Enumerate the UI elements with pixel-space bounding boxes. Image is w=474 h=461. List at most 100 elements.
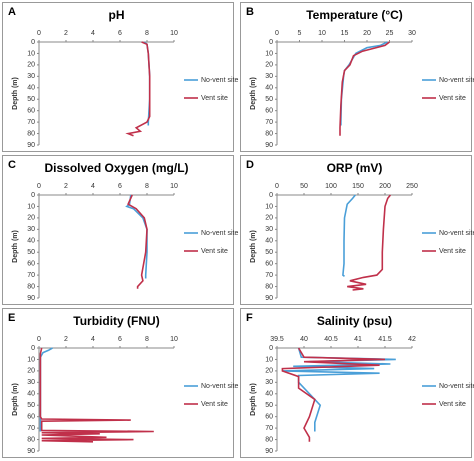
y-tick-label: 80 xyxy=(27,130,35,137)
y-tick-label: 0 xyxy=(269,192,273,199)
panel-frame xyxy=(2,2,234,152)
y-tick-label: 80 xyxy=(265,283,273,290)
y-tick-label: 80 xyxy=(265,436,273,443)
y-tick-label: 50 xyxy=(265,402,273,409)
x-tick-label: 25 xyxy=(386,30,394,37)
panel: E Turbidity (FNU) Depth (m) 0 2 4 6 8 10 0 10 20 30 4… xyxy=(2,308,238,458)
y-tick-label: 30 xyxy=(265,379,273,386)
x-tick-label: 6 xyxy=(118,30,122,37)
y-tick-label: 70 xyxy=(27,425,35,432)
x-tick-label: 41 xyxy=(354,336,362,343)
x-tick-label: 39.5 xyxy=(270,336,284,343)
y-axis-label: Depth (m) xyxy=(12,383,19,416)
x-tick-label: 0 xyxy=(37,183,41,190)
x-tick-label: 8 xyxy=(145,183,149,190)
y-tick-label: 80 xyxy=(265,130,273,137)
y-axis-label: Depth (m) xyxy=(250,383,257,416)
x-tick-label: 150 xyxy=(352,183,364,190)
x-tick-label: 42 xyxy=(408,336,416,343)
y-tick-label: 40 xyxy=(265,391,273,398)
panel: D ORP (mV) Depth (m) 0 50 100 150 200 250 0 10 20 30… xyxy=(240,155,474,305)
panel-frame xyxy=(2,155,234,305)
y-tick-label: 0 xyxy=(269,39,273,46)
data-line xyxy=(340,41,388,126)
y-tick-label: 20 xyxy=(265,368,273,375)
x-tick-label: 50 xyxy=(300,183,308,190)
x-tick-label: 2 xyxy=(64,336,68,343)
y-tick-label: 50 xyxy=(265,96,273,103)
y-tick-label: 30 xyxy=(265,226,273,233)
legend-label: Vent site xyxy=(439,248,466,255)
data-line xyxy=(127,194,148,289)
y-tick-label: 90 xyxy=(27,295,35,302)
x-tick-label: 20 xyxy=(363,30,371,37)
y-tick-label: 60 xyxy=(27,414,35,421)
panel-letter: A xyxy=(8,6,16,18)
legend-label: Vent site xyxy=(439,95,466,102)
y-tick-label: 50 xyxy=(265,249,273,256)
x-tick-label: 100 xyxy=(325,183,337,190)
y-tick-label: 0 xyxy=(31,192,35,199)
legend-label: Vent site xyxy=(201,401,228,408)
panel-letter: C xyxy=(8,159,16,171)
y-tick-label: 30 xyxy=(27,379,35,386)
chart-title: Temperature (°C) xyxy=(306,8,403,22)
y-tick-label: 50 xyxy=(27,249,35,256)
x-tick-label: 10 xyxy=(170,183,178,190)
y-tick-label: 90 xyxy=(265,295,273,302)
y-tick-label: 50 xyxy=(27,96,35,103)
chart-title: ORP (mV) xyxy=(327,161,383,175)
x-tick-label: 41.5 xyxy=(378,336,392,343)
x-tick-label: 200 xyxy=(379,183,391,190)
x-tick-label: 40 xyxy=(300,336,308,343)
y-tick-label: 80 xyxy=(27,283,35,290)
x-tick-label: 8 xyxy=(145,30,149,37)
y-tick-label: 10 xyxy=(265,356,273,363)
x-tick-label: 0 xyxy=(275,183,279,190)
panel-letter: E xyxy=(8,312,15,324)
y-tick-label: 30 xyxy=(265,73,273,80)
y-tick-label: 90 xyxy=(27,448,35,455)
y-tick-label: 60 xyxy=(265,261,273,268)
y-tick-label: 40 xyxy=(265,238,273,245)
x-tick-label: 4 xyxy=(91,336,95,343)
y-tick-label: 30 xyxy=(27,226,35,233)
y-tick-label: 60 xyxy=(27,108,35,115)
legend-label: No-vent site xyxy=(439,230,474,237)
y-tick-label: 90 xyxy=(265,448,273,455)
y-tick-label: 10 xyxy=(265,50,273,57)
panel-letter: B xyxy=(246,6,254,18)
legend-label: Vent site xyxy=(201,248,228,255)
y-tick-label: 10 xyxy=(27,203,35,210)
data-line xyxy=(125,41,151,137)
legend-label: Vent site xyxy=(439,401,466,408)
y-tick-label: 20 xyxy=(27,62,35,69)
x-tick-label: 0 xyxy=(275,30,279,37)
y-tick-label: 50 xyxy=(27,402,35,409)
chart-title: pH xyxy=(109,8,125,22)
y-tick-label: 90 xyxy=(265,142,273,149)
y-tick-label: 0 xyxy=(31,345,35,352)
y-tick-label: 70 xyxy=(27,119,35,126)
x-tick-label: 0 xyxy=(37,336,41,343)
x-tick-label: 10 xyxy=(170,30,178,37)
panel-letter: F xyxy=(246,312,253,324)
y-tick-label: 30 xyxy=(27,73,35,80)
x-tick-label: 0 xyxy=(37,30,41,37)
x-tick-label: 10 xyxy=(318,30,326,37)
y-axis-label: Depth (m) xyxy=(12,77,19,110)
data-line xyxy=(347,194,392,291)
x-tick-label: 15 xyxy=(341,30,349,37)
y-tick-label: 40 xyxy=(27,391,35,398)
legend-label: No-vent site xyxy=(201,230,238,237)
y-tick-label: 40 xyxy=(27,238,35,245)
x-tick-label: 10 xyxy=(170,336,178,343)
y-tick-label: 20 xyxy=(27,215,35,222)
x-tick-label: 6 xyxy=(118,183,122,190)
panel: C Dissolved Oxygen (mg/L) Depth (m) 0 2 4 6 8 10… xyxy=(2,155,238,305)
y-tick-label: 60 xyxy=(265,108,273,115)
chart-title: Dissolved Oxygen (mg/L) xyxy=(44,161,188,175)
panel-frame xyxy=(240,308,472,458)
y-tick-label: 10 xyxy=(265,203,273,210)
